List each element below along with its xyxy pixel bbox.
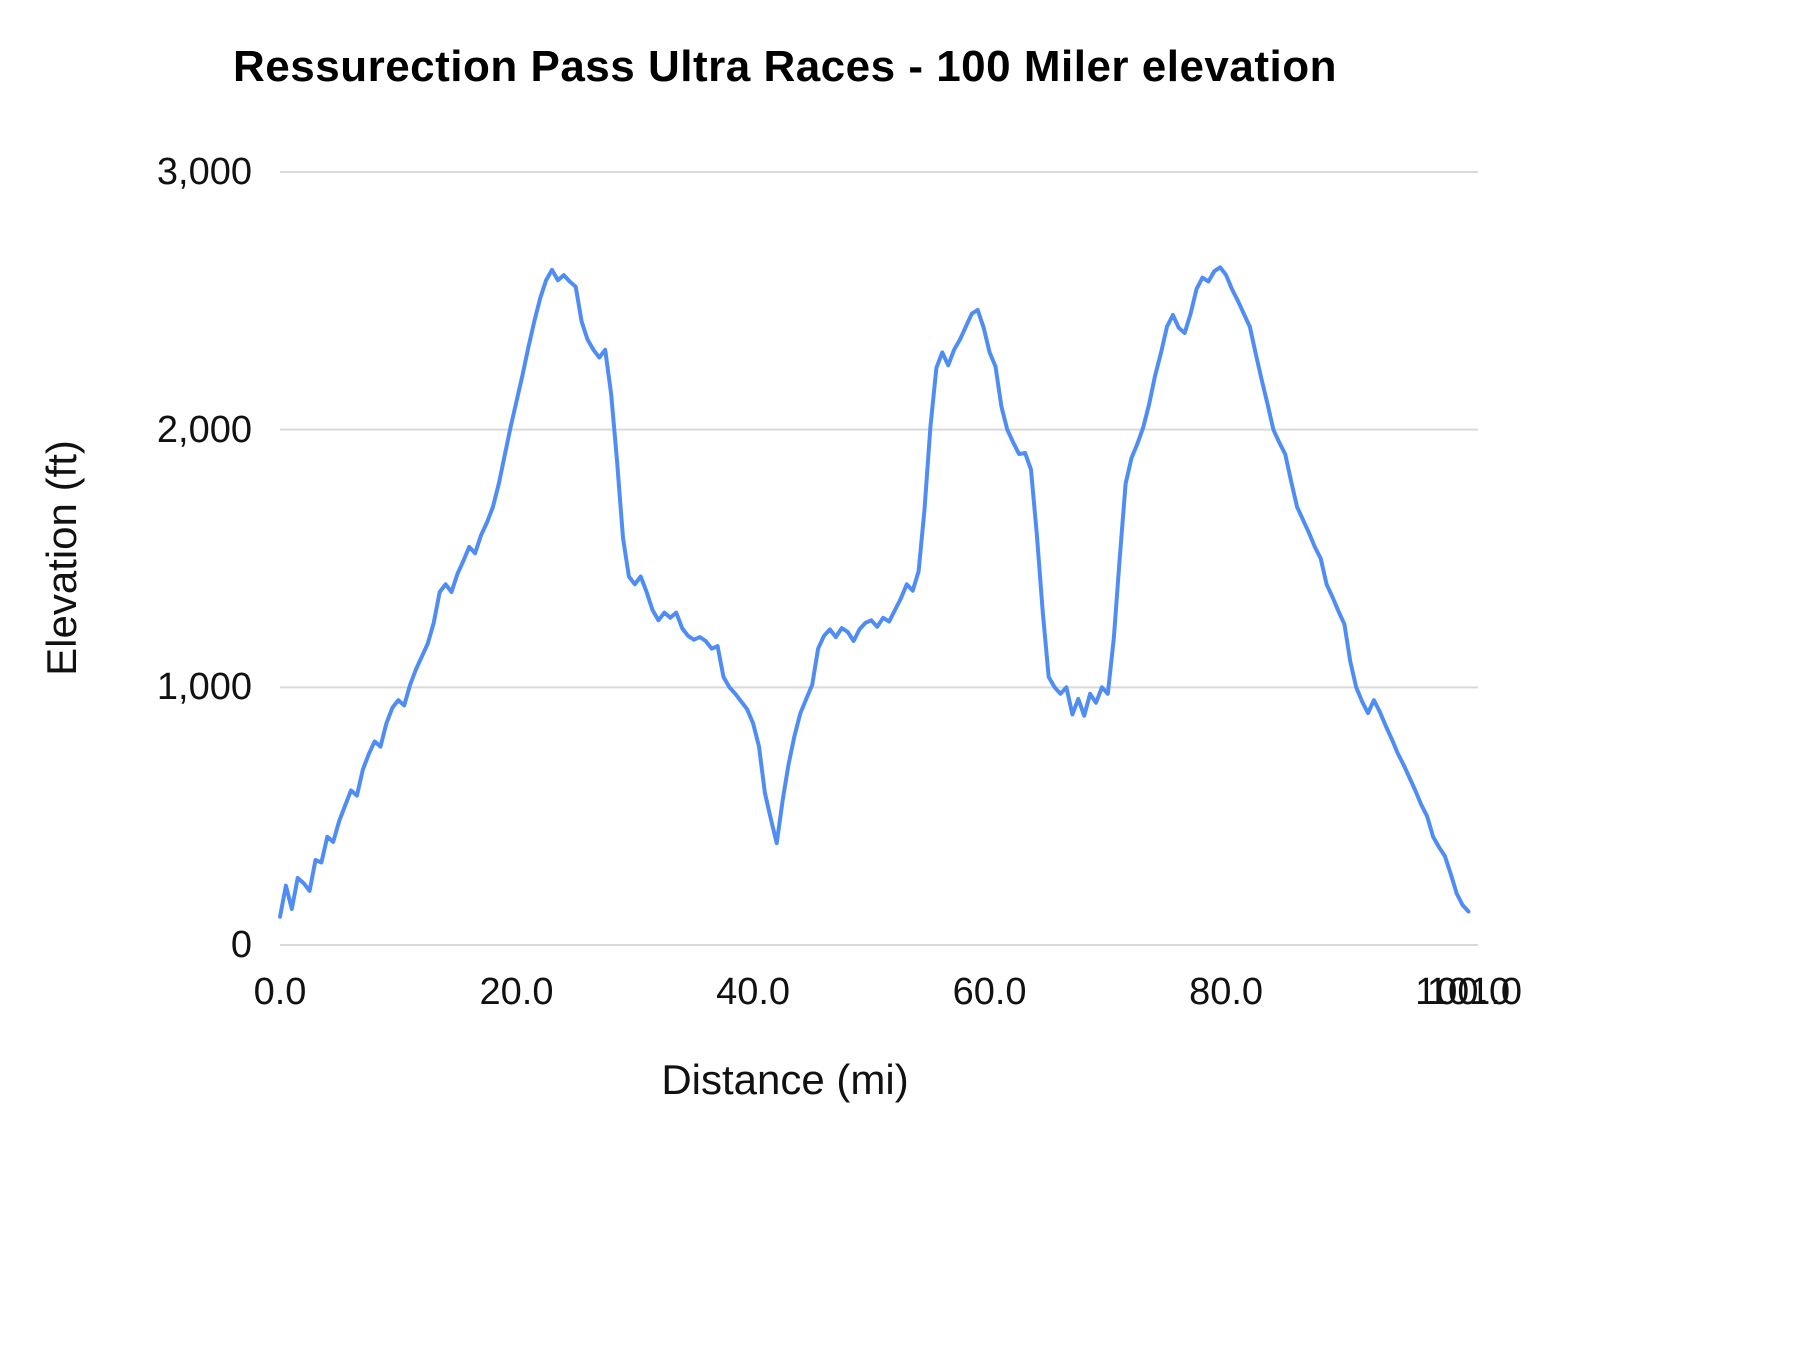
x-tick-label: 40.0 (716, 971, 791, 1013)
x-tick-label: 0.0 (253, 971, 307, 1013)
y-tick-label: 3,000 (156, 151, 252, 193)
x-tick-label: 60.0 (952, 971, 1027, 1013)
gridlines (280, 171, 1478, 946)
x-tick-label: 20.0 (479, 971, 554, 1013)
x-axis-title: Distance (mi) (661, 1056, 909, 1103)
chart-title: Ressurection Pass Ultra Races - 100 Mile… (233, 42, 1337, 91)
y-tick-label: 0 (230, 924, 252, 966)
x-tick-label: 101.0 (1426, 971, 1522, 1013)
elevation-line (278, 265, 1471, 919)
y-tick-label: 1,000 (156, 666, 252, 709)
x-tick-label: 100.0 (1415, 971, 1511, 1013)
x-tick-label: 80.0 (1189, 971, 1264, 1013)
y-tick-label: 2,000 (156, 408, 252, 451)
